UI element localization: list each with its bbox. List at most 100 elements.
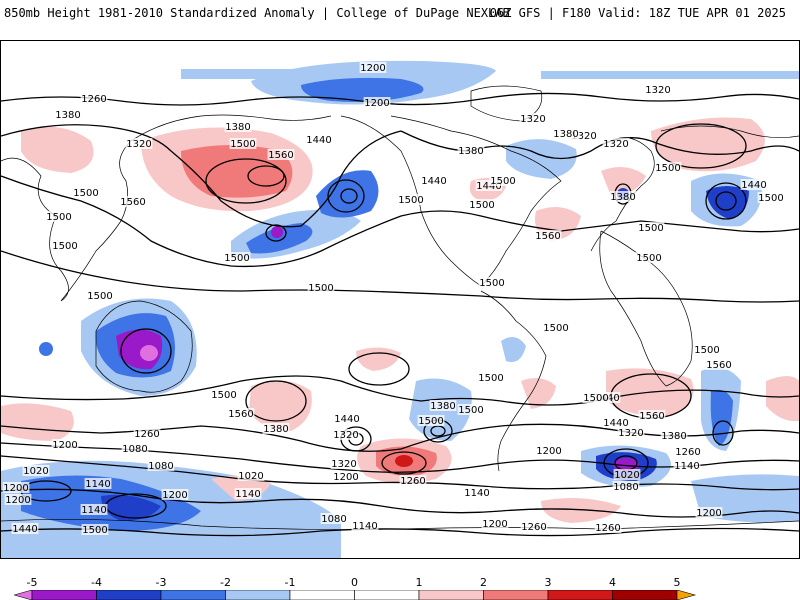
contour-label: 1500 [52,241,77,252]
contour-label: 1200 [52,440,77,451]
contour-label-background [489,175,517,186]
contour-label: 1380 [263,424,288,435]
contour-label: 1320 [571,131,596,142]
coastline-asia-east [660,125,799,138]
contour-label: 1500 [543,323,568,334]
contour-closed-north-pacific-inner [247,165,285,187]
colorbar [14,590,697,600]
contour-label: 1500 [87,291,112,302]
anomaly-positive-south-pacific [249,380,312,431]
contour-label: 1260 [400,476,425,487]
contour-label-background [674,446,702,457]
contour-label-background [11,523,39,534]
anomaly-positive-indian-ocean-east [766,376,799,422]
contour-label: 1500 [758,193,783,204]
contour-label: 1200 [696,508,721,519]
colorbar-tick-label: 0 [351,576,358,589]
colorbar-tick-label: 1 [415,576,423,589]
contour-label-background [80,93,108,104]
colorbar-tick-label: -2 [220,576,231,589]
contour-label-background [519,113,547,124]
anomaly-positive-south-pacific-east [356,347,401,371]
contour-label: 1140 [235,489,260,500]
contour-label: 1320 [645,85,670,96]
anomaly-negative-canada [506,139,577,179]
colorbar-labels: -5 -4 -3 -2 -1 0 1 2 3 4 5 [0,576,800,590]
contour-label: 1200 [364,98,389,109]
contour-label-background [210,389,238,400]
contour-label: 1560 [639,411,664,422]
contour-label: 1560 [268,150,293,161]
contour-closed-scandinavia [655,123,747,169]
contour-label-background [320,513,348,524]
contour-closed-gulf-alaska-inner [340,188,358,204]
contour-label-background [695,507,723,518]
contour-label-background [478,277,506,288]
anomaly-positive-antarctic [541,497,621,523]
contour-label-background [457,145,485,156]
contour-label-background [161,489,189,500]
contour-label-background [542,322,570,333]
colorbar-segment [354,590,420,600]
contour-label-background [305,134,333,145]
contour-label: 1440 [334,414,359,425]
contour-label: 1020 [23,466,48,477]
contour-label-background [84,478,112,489]
anomaly-negative-south-america-west [501,337,526,362]
anomaly-positive-north-pacific-core [181,145,293,198]
contour-label: 1380 [610,192,635,203]
contour-label-background [673,460,701,471]
contour-label-background [2,482,30,493]
contour-label-background [330,458,358,469]
contour-label-background [429,400,457,411]
contour-label: 1380 [458,146,483,157]
anomaly-negative-pacific-trough-core [246,223,313,254]
map-title: 850mb Height 1981-2010 Standardized Anom… [4,6,510,20]
contour-label: 1080 [613,482,638,493]
colorbar-tick-label: -1 [284,576,296,589]
contour-label: 1320 [331,459,356,470]
contour-label-background [481,518,509,529]
colorbar-tick-label: -4 [91,576,102,589]
contour-label-background [609,191,637,202]
contour-label-background [417,415,445,426]
contour-label: 1200 [162,490,187,501]
contour-label-background [229,138,257,149]
contour-label-background [332,429,360,440]
contour-label-background [660,430,688,441]
contour-label-background [227,408,255,419]
contour-label: 1500 [490,176,515,187]
contour-label-background [267,149,295,160]
contour-label: 1500 [230,139,255,150]
contour-label: 1500 [638,223,663,234]
contour-label-background [475,180,503,191]
anomaly-positive-southern-ocean-center [395,455,413,467]
contour-label-background [4,494,32,505]
contour-label-background [81,524,109,535]
contour-label: 1200 [5,495,30,506]
contour-closed-south-indian-low [712,420,734,446]
contour-label: 1500 [398,195,423,206]
contour-label: 1560 [120,197,145,208]
contour-label-background [72,187,100,198]
contour-label: 1500 [478,373,503,384]
contour-label: 1500 [583,393,608,404]
contour-closed-south-pacific-high [348,352,410,386]
anomaly-negative-pacific-center [271,226,283,238]
contour-label: 1440 [421,176,446,187]
contour-label-background [420,175,448,186]
contour-label-background [463,487,491,498]
contour-label: 1320 [618,428,643,439]
contour-label: 1140 [464,488,489,499]
colorbar-tick-label: 5 [673,576,681,589]
anomaly-positive-east-asia [21,126,94,173]
anomaly-map: 1200 1200 1260 1320 1380 1320 1380 1500 1440 1560… [0,40,800,559]
colorbar-max-arrow [676,590,697,600]
contour-label: 1260 [521,522,546,533]
contour-label-background [602,138,630,149]
contour-label-background [693,344,721,355]
contour-label-background [359,62,387,73]
anomaly-negative-arctic-core [301,77,424,102]
anomaly-positive-west-indian [1,403,74,441]
contour-label-background [399,475,427,486]
